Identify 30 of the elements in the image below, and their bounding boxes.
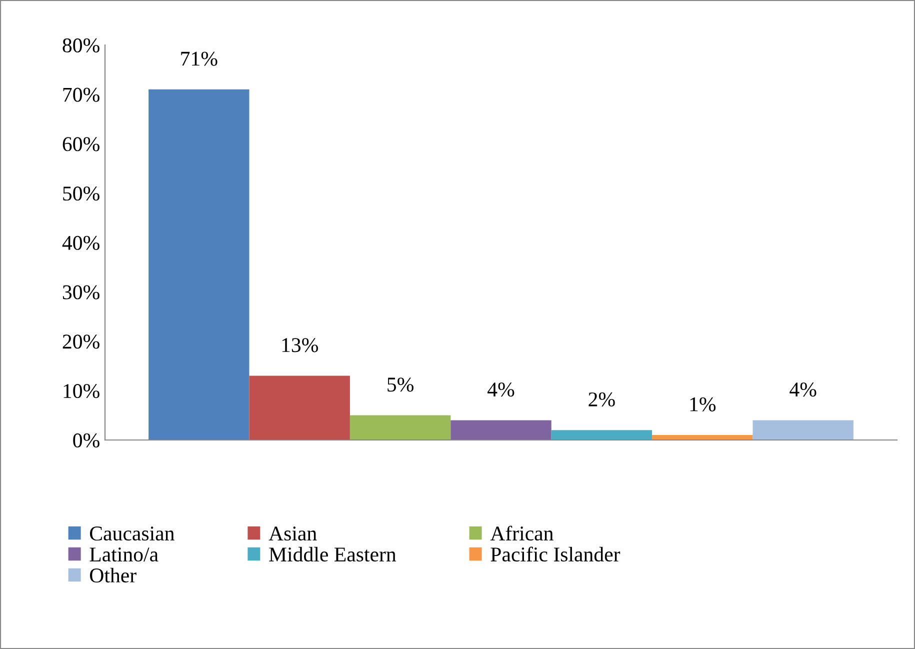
bar xyxy=(551,430,652,440)
y-tick-label: 40% xyxy=(62,236,100,250)
data-label: 4% xyxy=(488,382,514,397)
legend-label: African xyxy=(490,526,554,541)
legend-label: Pacific Islander xyxy=(490,546,620,562)
y-tick-label: 30% xyxy=(62,285,100,300)
legend-label: Asian xyxy=(268,526,317,541)
y-tick-label: 60% xyxy=(62,137,100,152)
y-tick-label: 80% xyxy=(62,38,100,52)
bar xyxy=(652,435,753,440)
bar xyxy=(249,376,350,440)
bar xyxy=(148,89,250,440)
legend-label: Caucasian xyxy=(90,526,174,541)
bar xyxy=(350,415,451,440)
legend-label: Latino/a xyxy=(90,548,158,562)
data-label: 13% xyxy=(282,338,318,352)
data-label: 5% xyxy=(388,378,414,392)
legend-label: Middle Eastern xyxy=(269,546,396,562)
y-tick-label: 0% xyxy=(73,433,100,448)
legend-label: Other xyxy=(90,568,136,583)
y-tick-label: 70% xyxy=(63,88,100,102)
y-tick-label: 20% xyxy=(62,334,100,349)
data-label: 71% xyxy=(181,52,218,66)
y-tick-label: 10% xyxy=(64,384,100,398)
data-label: 4% xyxy=(790,382,816,397)
data-label: 1% xyxy=(690,397,716,412)
data-label: 2% xyxy=(588,392,615,407)
bar xyxy=(450,420,552,440)
y-tick-label: 50% xyxy=(63,186,100,201)
bar xyxy=(752,420,854,440)
